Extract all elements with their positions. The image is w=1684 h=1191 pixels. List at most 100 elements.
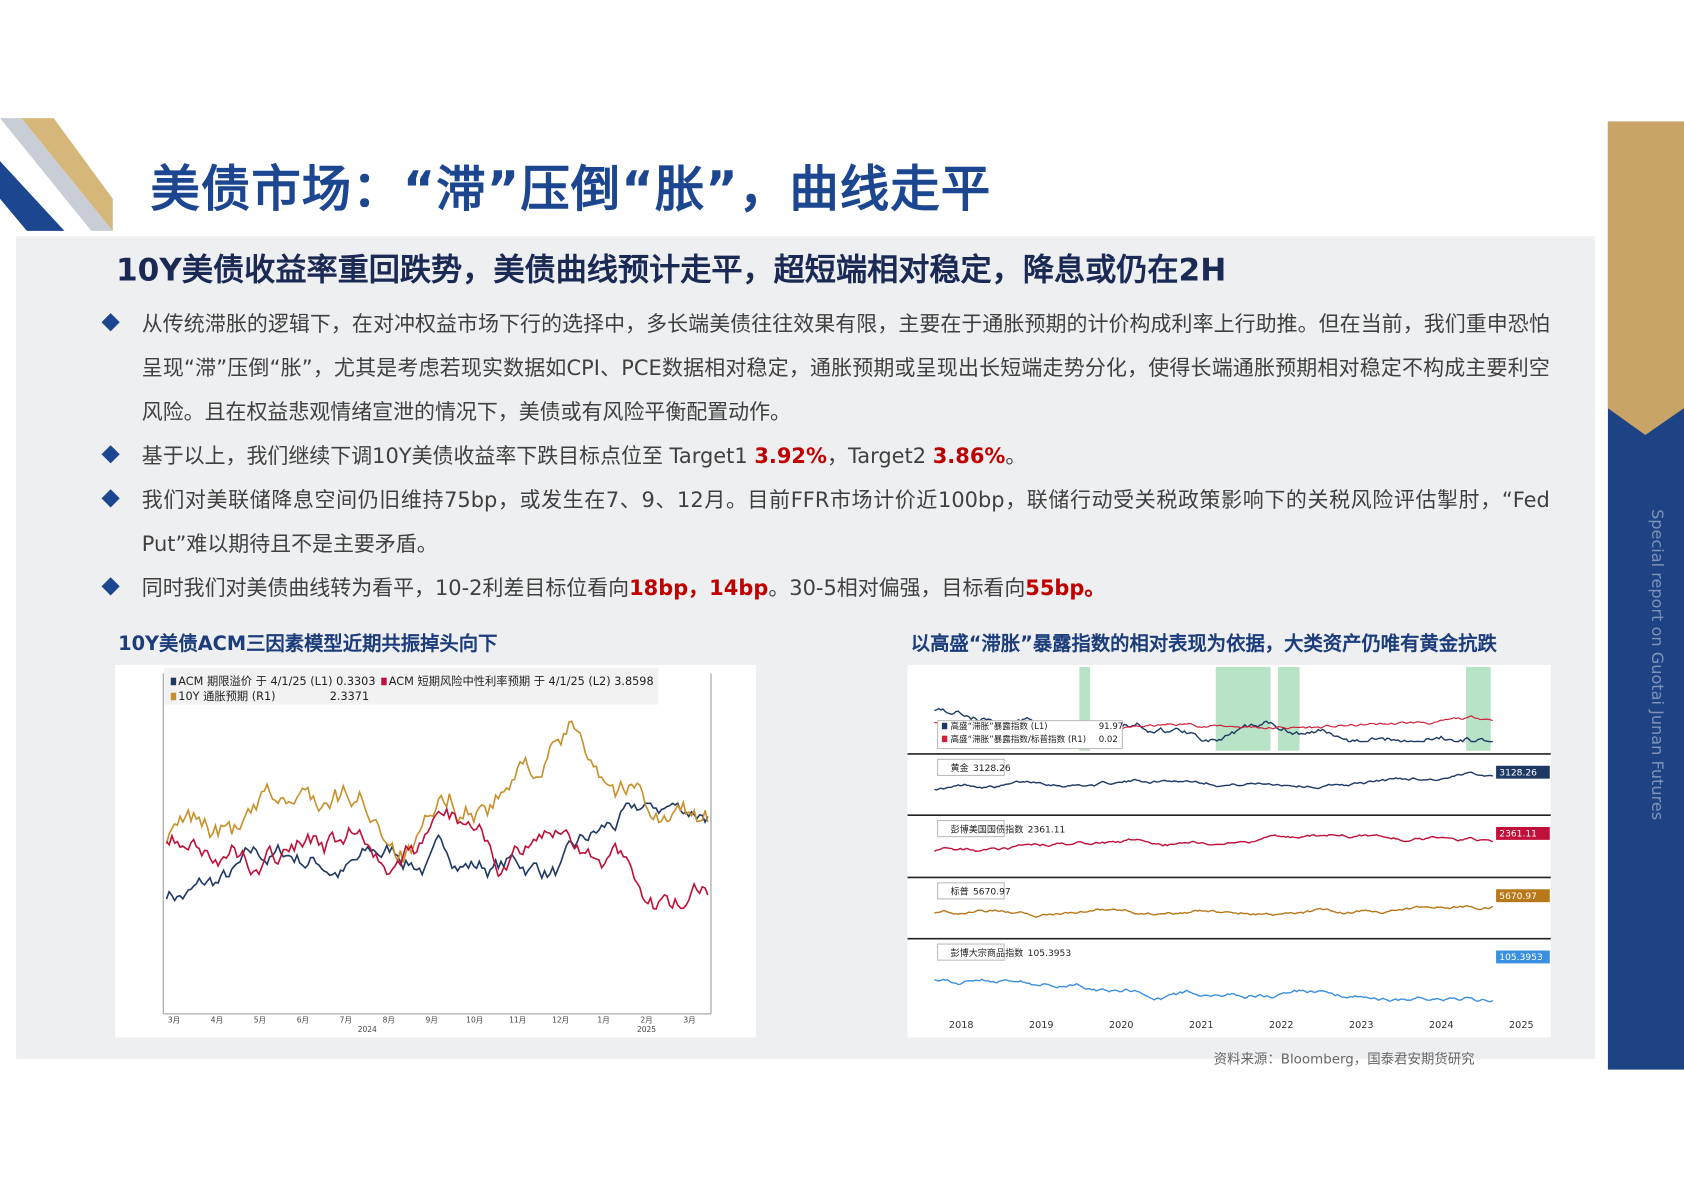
chart-right: 高盛“滞胀”暴露指数 (L1) 91.97 高盛“滞胀”暴露指数/标普指数 (R1)…	[907, 664, 1551, 1038]
value-tag	[1496, 889, 1550, 903]
side-text: Special report on Guotai Junan Futures	[1646, 505, 1667, 821]
year-label: 2024	[358, 1025, 377, 1034]
panel-value: 3128.26	[973, 764, 1011, 774]
value-tag	[1496, 765, 1550, 779]
line-decor	[934, 904, 1494, 918]
x-label: 4月	[211, 1015, 223, 1024]
line-decor	[934, 771, 1494, 791]
line-decor	[934, 707, 1493, 743]
bullet: 基于以上，我们继续下调10Y美债收益率下跌目标点位至 Target1 3.92%…	[101, 434, 1550, 478]
figure-title: 10Y美债ACM三因素模型近期共振掉头向下	[118, 632, 498, 656]
value-tag	[1496, 950, 1550, 964]
bullet-text: 基于以上，我们继续下调10Y美债收益率下跌目标点位至 Target1	[141, 443, 755, 469]
legend-swatch	[170, 677, 177, 686]
x-label: 10月	[466, 1015, 483, 1024]
legend-swatch	[941, 722, 948, 730]
panel-label: 标普 5670.97	[950, 886, 1010, 898]
x-label: 2020	[1109, 1020, 1134, 1031]
legend-label: 高盛“滞胀”暴露指数 (L1)	[950, 720, 1047, 732]
bullet-text: 我们对美联储降息空间仍旧维持75bp，或发生在7、9、12月。目前FFR市场计价…	[141, 487, 1550, 557]
figure-title: 以高盛“滞胀”暴露指数的相对表现为依据，大类资产仍唯有黄金抗跌	[910, 632, 1497, 656]
chart-left: ACM 期限溢价 于 4/1/25 (L1) 0.3303 ACM 短期风险中性利…	[114, 664, 757, 1038]
line-decor	[934, 978, 1494, 1003]
line-decor	[165, 802, 709, 903]
x-label: 5月	[254, 1015, 266, 1024]
value-tag-label: 3128.26	[1499, 768, 1537, 778]
panel-label: 彭博大宗商品指数 105.3953	[950, 947, 1071, 959]
panel-value: 2361.11	[1028, 825, 1066, 835]
slide-title: 美债市场：“滞”压倒“胀”，曲线走平	[150, 160, 992, 219]
x-label: 2024	[1429, 1020, 1454, 1031]
panel-value: 5670.97	[973, 888, 1011, 898]
bullet-icon	[101, 489, 120, 508]
shade	[1466, 666, 1491, 751]
bullet-text: 。	[1005, 443, 1027, 469]
panel-name: 标普	[950, 886, 968, 898]
line-decor	[934, 833, 1494, 852]
source-note: 资料来源：Bloomberg，国泰君安期货研究	[1213, 1050, 1475, 1067]
legend-box	[937, 720, 1123, 750]
value-tag	[1496, 826, 1550, 840]
x-label: 2018	[949, 1020, 974, 1031]
line-decor	[165, 806, 709, 910]
x-label: 3月	[683, 1015, 695, 1024]
panel-name: 彭博美国国债指数	[950, 823, 1023, 835]
bullet-icon	[101, 313, 120, 332]
chart-bg	[114, 664, 757, 1038]
panel-name: 彭博大宗商品指数	[950, 947, 1023, 959]
legend-box	[937, 943, 1005, 961]
year-label: 2025	[637, 1025, 656, 1034]
subtitle: 10Y美债收益率重回跌势，美债曲线预计走平，超短端相对稳定，降息或仍在2H	[115, 251, 1227, 288]
shade	[1278, 666, 1300, 751]
highlight-text: 3.86%	[932, 443, 1006, 469]
legend-label: 10Y 通胀预期 (R1)	[178, 690, 275, 703]
x-label: 8月	[383, 1015, 395, 1024]
bullet-icon	[101, 577, 120, 596]
legend-box	[164, 668, 659, 705]
legend-box	[937, 819, 1005, 838]
x-label: 1月	[597, 1015, 609, 1024]
legend-value: 91.97	[1099, 722, 1124, 732]
x-label: 2023	[1349, 1020, 1374, 1031]
value-tag-label: 5670.97	[1499, 892, 1537, 902]
panel-label: 彭博美国国债指数 2361.11	[950, 823, 1065, 835]
highlight-text: 18bp，14bp	[629, 575, 769, 601]
x-label: 3月	[168, 1015, 180, 1024]
bullet: 同时我们对美债曲线转为看平，10-2利差目标位看向18bp，14bp。30-5相…	[101, 566, 1550, 610]
shade	[1079, 666, 1091, 751]
legend-box	[937, 758, 1005, 776]
highlight-text: 55bp。	[1025, 575, 1106, 601]
x-label: 2021	[1189, 1020, 1214, 1031]
x-label: 11月	[509, 1015, 526, 1024]
x-label: 2025	[1509, 1020, 1534, 1031]
bullet-text: ，Target2	[826, 443, 933, 469]
x-label: 12月	[552, 1015, 569, 1024]
legend-label: 高盛“滞胀”暴露指数/标普指数 (R1)	[950, 733, 1086, 745]
value-tag-label: 2361.11	[1499, 830, 1537, 840]
x-label: 9月	[426, 1015, 438, 1024]
side-label: Special report on Guotai Junan Futures	[1647, 509, 1667, 821]
bullet: 我们对美联储降息空间仍旧维持75bp，或发生在7、9、12月。目前FFR市场计价…	[101, 478, 1550, 566]
legend-value: 0.02	[1099, 735, 1118, 745]
x-label: 2022	[1269, 1020, 1294, 1031]
bullet-icon	[101, 445, 120, 464]
legend-value: 2.3371	[330, 690, 369, 703]
panel-label: 黄金 3128.26	[950, 762, 1010, 774]
x-label: 2019	[1029, 1020, 1054, 1031]
bullet-text: 同时我们对美债曲线转为看平，10-2利差目标位看向	[141, 575, 630, 601]
bullet-text: 。30-5相对偏强，目标看向	[768, 575, 1026, 601]
panel-value: 105.3953	[1028, 949, 1072, 959]
x-label: 6月	[297, 1015, 309, 1024]
panel-name: 黄金	[950, 762, 968, 774]
bullet-list: 从传统滞胀的逻辑下，在对冲权益市场下行的选择中，多长端美债往往效果有限，主要在于…	[101, 302, 1550, 610]
corner-decoration	[0, 118, 113, 231]
legend-swatch	[941, 735, 948, 743]
bullet-text: 从传统滞胀的逻辑下，在对冲权益市场下行的选择中，多长端美债往往效果有限，主要在于…	[141, 311, 1550, 425]
bullet: 从传统滞胀的逻辑下，在对冲权益市场下行的选择中，多长端美债往往效果有限，主要在于…	[101, 302, 1550, 434]
legend-swatch	[381, 677, 387, 686]
legend-box	[937, 882, 1005, 900]
line-decor	[165, 720, 709, 864]
legend-swatch	[170, 692, 177, 701]
